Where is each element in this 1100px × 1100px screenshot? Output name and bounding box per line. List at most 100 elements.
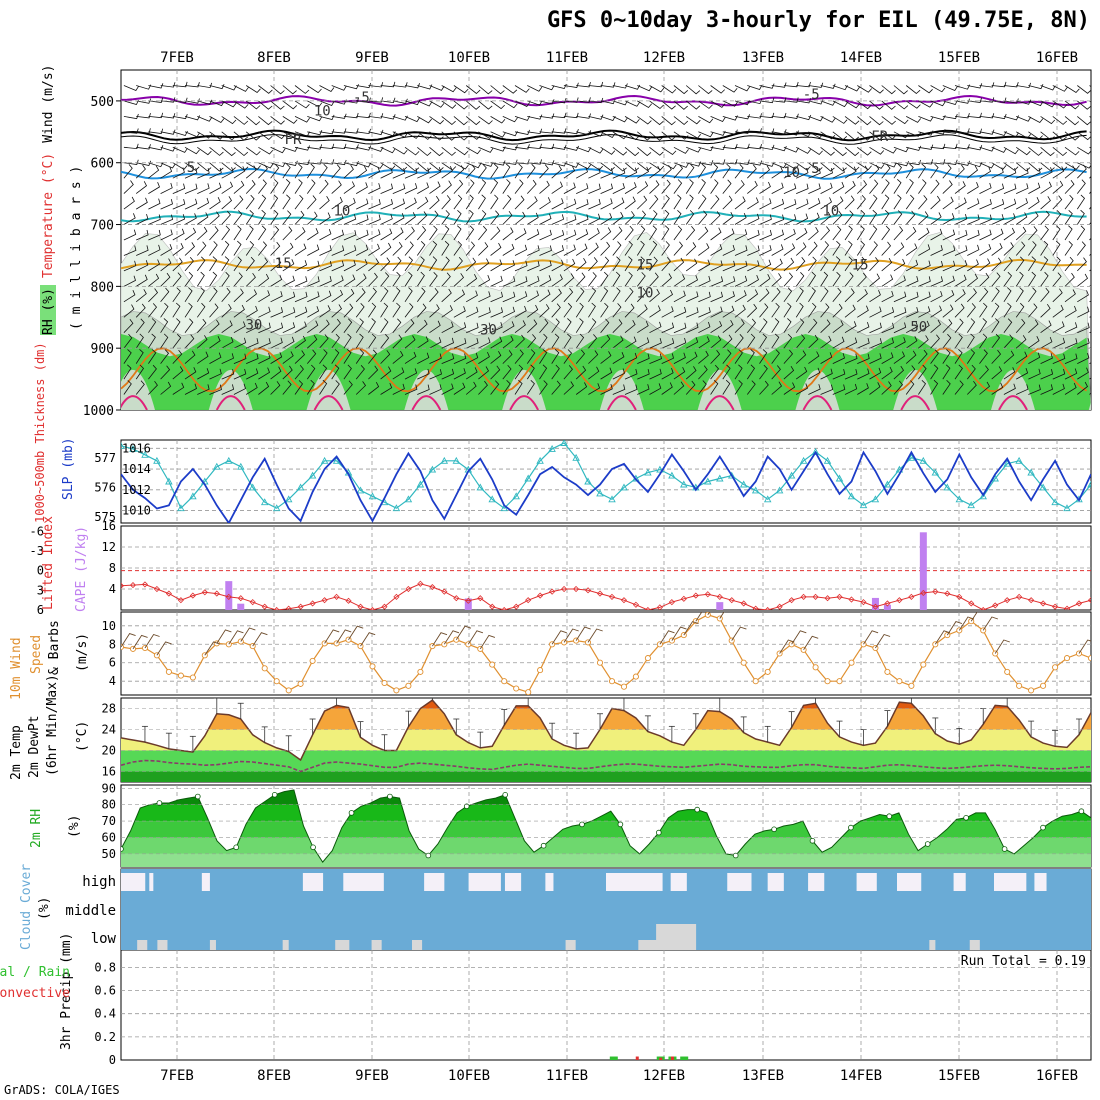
wind-barb — [820, 182, 833, 194]
precip-legend-conv: Convective — [0, 986, 70, 1001]
wind-barb — [563, 145, 579, 151]
wind-barb — [160, 258, 172, 272]
wind-barb — [466, 352, 479, 364]
wind-barb — [514, 100, 531, 108]
wind-barb — [979, 349, 988, 364]
wind-barb — [661, 257, 671, 272]
wind-barb — [514, 163, 523, 179]
wind-barb — [465, 194, 474, 210]
wind-barb — [136, 245, 149, 256]
wind-barb — [331, 380, 340, 395]
wind-speed-marker — [788, 641, 795, 648]
wind-barb — [209, 116, 225, 124]
wind-barb — [306, 364, 316, 380]
wind-barb — [1028, 271, 1037, 287]
wind-barb — [649, 305, 661, 318]
wind-barb — [954, 98, 970, 104]
wind-barb — [135, 380, 145, 395]
wind-barb — [991, 162, 1007, 170]
wind-barb — [759, 303, 769, 318]
wind-barb — [123, 128, 139, 134]
thickness-marker — [823, 456, 832, 464]
wind-barb — [563, 244, 576, 256]
li-marker — [1063, 605, 1071, 610]
wind-barb — [685, 226, 696, 241]
wind-barb — [343, 333, 352, 349]
thickness-marker — [320, 456, 329, 464]
wind-barb — [967, 145, 983, 151]
wind-barb — [453, 368, 466, 380]
wind-barb — [783, 382, 796, 395]
wind-barb — [331, 364, 340, 380]
thickness-marker — [668, 471, 676, 479]
wind-barb — [490, 116, 506, 124]
wind-barb — [233, 225, 242, 241]
wind-barb — [673, 322, 687, 334]
wind-barb — [820, 303, 830, 318]
wind-barb — [1028, 182, 1041, 194]
li-marker — [393, 593, 400, 600]
cloud-high-gap — [670, 873, 687, 891]
rh-marker — [425, 852, 432, 859]
li-marker — [584, 587, 592, 594]
wind-barb — [710, 116, 726, 123]
wind-barb — [184, 81, 200, 88]
li-marker — [561, 585, 568, 593]
wind-barb — [1040, 100, 1056, 108]
wind-barb — [600, 334, 611, 349]
wind-barb — [905, 210, 916, 225]
wind-barb — [832, 196, 844, 210]
cape-tick: 12 — [102, 540, 116, 554]
wind-barb — [148, 349, 157, 364]
wind-barb — [527, 128, 543, 135]
wind-barb — [808, 334, 819, 349]
wind-barb — [966, 333, 975, 349]
wind-barb — [160, 302, 169, 318]
wind-barb — [551, 214, 565, 225]
wind-barb — [722, 244, 735, 256]
wind-barb — [722, 159, 738, 165]
wind-barb — [563, 182, 576, 194]
wind-speed-marker — [824, 678, 831, 685]
wind-barb — [380, 97, 396, 104]
wind-barb — [429, 240, 438, 256]
wind-barb — [258, 131, 273, 141]
wind-barb — [209, 368, 222, 380]
wind-barb — [808, 168, 821, 179]
wind-barb — [282, 242, 294, 256]
wind-barb — [319, 276, 332, 287]
wind-barb — [282, 210, 292, 225]
rh-band-green — [121, 334, 1091, 410]
wind-barb — [661, 353, 674, 364]
wind-barb — [514, 244, 528, 256]
li-marker — [225, 593, 232, 600]
wind-barb — [832, 320, 844, 334]
wind-barb — [136, 98, 152, 104]
wind-barb — [1028, 226, 1038, 241]
wind-barb — [563, 97, 579, 103]
wind-barb — [221, 256, 230, 272]
wind-barb — [918, 211, 929, 225]
wind-barb — [526, 163, 536, 179]
wind-barb — [649, 368, 662, 380]
wind-barb — [649, 353, 662, 364]
wind-barb — [710, 291, 723, 303]
time-label-bottom: 15FEB — [938, 1068, 980, 1084]
wind-barb — [527, 179, 537, 194]
li-marker — [1004, 597, 1011, 604]
wind-barb — [1064, 116, 1080, 126]
wind-barb — [1016, 168, 1029, 179]
wind-barb — [245, 100, 261, 110]
wind-barb — [539, 164, 549, 179]
wind-barb — [453, 210, 462, 225]
wind-barb — [1015, 271, 1024, 287]
wind-barb — [527, 290, 539, 303]
wind-barb — [294, 227, 306, 241]
wind-barb — [502, 179, 511, 194]
wind-barb — [319, 228, 332, 241]
wind-barb — [600, 131, 616, 139]
wind-barb — [857, 338, 870, 349]
wind-barb — [734, 349, 743, 364]
wind-barb — [258, 85, 273, 94]
wind-barb — [404, 335, 416, 349]
